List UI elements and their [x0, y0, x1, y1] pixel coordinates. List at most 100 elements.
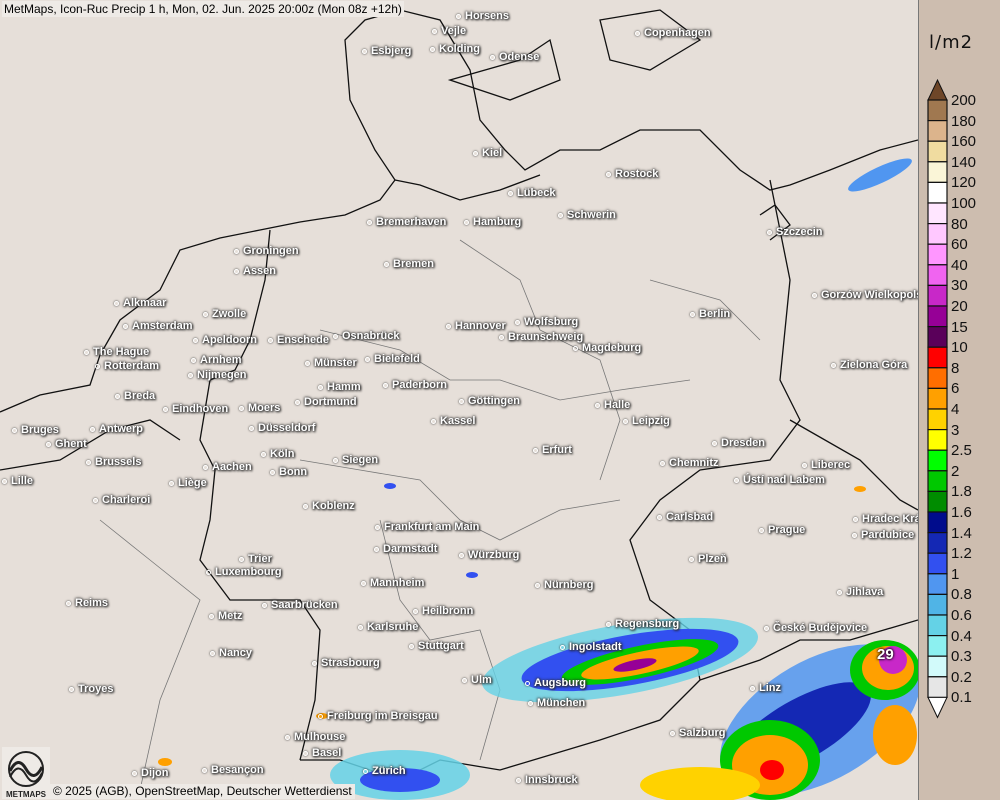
city-name: Mulhouse	[294, 731, 346, 743]
city-name: Würzburg	[468, 549, 520, 561]
city-name: Innsbruck	[525, 774, 578, 786]
city-dot-icon	[528, 700, 533, 706]
city-dot-icon	[367, 219, 372, 225]
city-label: Carlsbad	[657, 511, 713, 523]
city-label: Nancy	[210, 647, 252, 659]
city-dot-icon	[202, 767, 207, 773]
city-label: Schwerin	[558, 209, 616, 221]
legend-label: 0.8	[951, 586, 972, 604]
city-label: Paderborn	[383, 379, 447, 391]
legend-label: 1	[951, 565, 960, 583]
legend-label: 1.6	[951, 504, 972, 521]
city-label: Plzeň	[689, 553, 727, 565]
city-label: Strasbourg	[312, 657, 380, 669]
legend-label: 100	[951, 195, 977, 212]
city-label: Breda	[115, 390, 155, 402]
legend-swatch	[927, 243, 948, 266]
city-label: Szczecin	[767, 226, 822, 238]
city-name: Nürnberg	[544, 579, 594, 591]
legend-color-bar	[927, 78, 948, 719]
city-label: Ulm	[462, 674, 492, 686]
city-dot-icon	[595, 402, 600, 408]
city-name: Bremerhaven	[376, 216, 447, 228]
city-name: Pardubice	[861, 529, 915, 541]
city-name: Lille	[11, 475, 34, 487]
city-dot-icon	[206, 569, 211, 575]
city-dot-icon	[270, 469, 275, 475]
city-dot-icon	[303, 750, 308, 756]
city-name: Wolfsburg	[524, 316, 579, 328]
legend-label: 8	[951, 359, 960, 377]
city-label: Amsterdam	[123, 320, 193, 332]
state-borders	[99, 239, 761, 791]
city-label: Bremen	[384, 258, 434, 270]
city-label: Zielona Góra	[831, 359, 907, 371]
city-dot-icon	[831, 362, 836, 368]
city-label: Kiel	[473, 147, 502, 159]
city-name: Brussels	[95, 456, 142, 468]
legend-swatch	[927, 614, 948, 637]
legend-swatch	[927, 573, 948, 595]
precipitation-map[interactable]: MetMaps, Icon-Ruc Precip 1 h, Mon, 02. J…	[0, 0, 918, 800]
city-dot-icon	[750, 685, 755, 691]
city-dot-icon	[90, 426, 95, 432]
city-name: Eindhoven	[172, 403, 229, 415]
city-dot-icon	[734, 477, 739, 483]
city-label: Siegen	[333, 454, 378, 466]
city-label: Rostock	[606, 168, 658, 180]
city-label: Kassel	[431, 415, 475, 427]
legend-label: 80	[951, 215, 968, 233]
city-label: Bielefeld	[365, 353, 420, 365]
city-label: Aachen	[203, 461, 252, 473]
city-dot-icon	[114, 300, 119, 306]
city-dot-icon	[430, 46, 435, 52]
city-name: Bonn	[279, 466, 308, 478]
legend-swatch	[927, 202, 948, 225]
city-name: Bielefeld	[374, 353, 420, 365]
legend-label: 1.8	[951, 483, 972, 501]
legend-unit: l/m2	[929, 32, 974, 53]
city-name: Chemnitz	[669, 457, 719, 469]
city-label: Salzburg	[670, 727, 725, 739]
city-name: Ulm	[471, 674, 492, 686]
city-label: Alkmaar	[114, 297, 166, 309]
city-label: Chemnitz	[660, 457, 719, 469]
city-name: Enschede	[277, 334, 329, 346]
legend-swatch	[927, 119, 948, 142]
city-dot-icon	[261, 451, 266, 457]
city-label: Zwolle	[203, 308, 246, 320]
city-name: České Budějovice	[773, 622, 868, 634]
city-dot-icon	[852, 532, 857, 538]
city-dot-icon	[431, 418, 436, 424]
color-legend: l/m2 200 180 160 140 120 100 80 60 40 30 20 15 10 8 6 4…	[918, 0, 1000, 800]
city-label: Mulhouse	[285, 731, 345, 743]
city-label: Lille	[2, 475, 33, 487]
city-name: Paderborn	[392, 379, 448, 391]
city-label: Ingolstadt	[560, 641, 622, 653]
city-label: Karlsruhe	[358, 621, 418, 633]
city-name: Arnhem	[200, 354, 242, 366]
legend-label: 0.1	[951, 689, 972, 707]
city-name: Horsens	[465, 10, 510, 22]
city-name: Charleroi	[102, 494, 151, 506]
city-name: Jihlava	[846, 586, 884, 598]
copyright-footer: © 2025 (AGB), OpenStreetMap, Deutscher W…	[50, 784, 355, 799]
city-label: Lübeck	[508, 187, 556, 199]
legend-label: 140	[951, 153, 977, 171]
city-label: Augsburg	[525, 677, 586, 689]
city-label: Metz	[209, 610, 242, 622]
city-name: Münster	[314, 357, 357, 369]
city-dot-icon	[318, 384, 323, 390]
city-dot-icon	[459, 398, 464, 404]
legend-label: 180	[951, 112, 977, 130]
city-name: Plzeň	[698, 553, 727, 565]
city-label: Köln	[261, 448, 294, 460]
city-label: Nürnberg	[535, 579, 594, 591]
city-dot-icon	[812, 292, 817, 298]
city-name: Luxembourg	[215, 566, 282, 578]
city-name: Osnabrück	[342, 330, 400, 342]
city-dot-icon	[361, 580, 366, 586]
city-dot-icon	[802, 462, 807, 468]
legend-label: 0.6	[951, 607, 972, 624]
city-label: Jihlava	[837, 586, 883, 598]
